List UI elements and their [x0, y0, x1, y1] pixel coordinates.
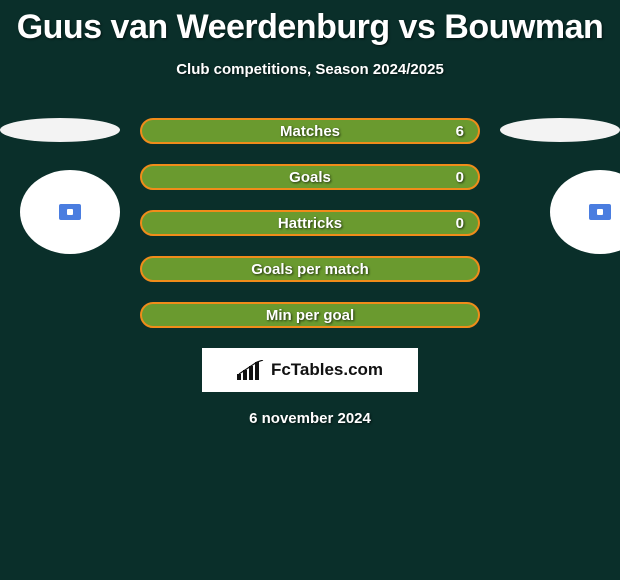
- player-photo-left: [0, 118, 120, 142]
- branding-badge: FcTables.com: [202, 348, 418, 392]
- club-crest-left-icon: [59, 204, 81, 220]
- comparison-card: Guus van Weerdenburg vs Bouwman Club com…: [0, 0, 620, 580]
- body-area: Matches 6 Goals 0 Hattricks 0 Goals per match M…: [0, 118, 620, 427]
- page-subtitle: Club competitions, Season 2024/2025: [0, 61, 620, 78]
- stats-list: Matches 6 Goals 0 Hattricks 0 Goals per match M…: [140, 118, 480, 328]
- stat-value-right: 6: [456, 123, 464, 140]
- page-title: Guus van Weerdenburg vs Bouwman: [0, 0, 620, 47]
- stat-label: Hattricks: [278, 215, 342, 232]
- stat-row: Matches 6: [140, 118, 480, 144]
- stat-row: Goals 0: [140, 164, 480, 190]
- date-text: 6 november 2024: [0, 410, 620, 427]
- stat-label: Goals: [289, 169, 331, 186]
- stat-label: Goals per match: [251, 261, 369, 278]
- club-crest-right-icon: [589, 204, 611, 220]
- stat-label: Min per goal: [266, 307, 354, 324]
- club-badge-left: [20, 170, 120, 254]
- stat-value-right: 0: [456, 169, 464, 186]
- stat-row: Min per goal: [140, 302, 480, 328]
- stat-label: Matches: [280, 123, 340, 140]
- player-photo-right: [500, 118, 620, 142]
- branding-bars-icon: [237, 360, 265, 380]
- stat-row: Hattricks 0: [140, 210, 480, 236]
- club-badge-right: [550, 170, 620, 254]
- stat-row: Goals per match: [140, 256, 480, 282]
- stat-value-right: 0: [456, 215, 464, 232]
- branding-text: FcTables.com: [271, 360, 383, 380]
